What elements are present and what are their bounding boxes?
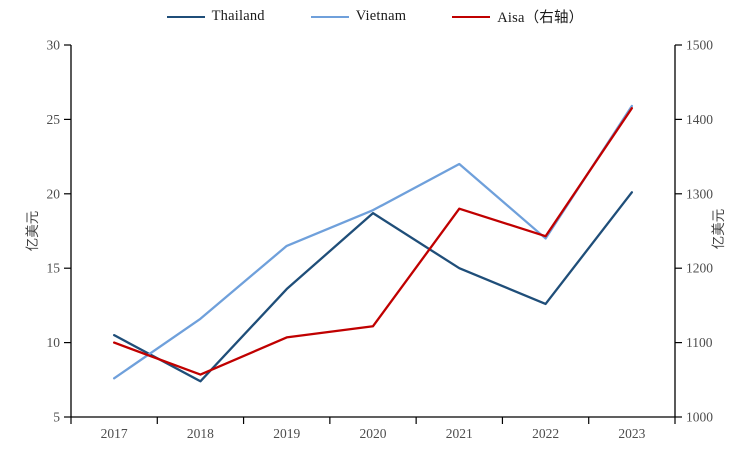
- x-axis-tick-label: 2021: [446, 426, 473, 441]
- left-axis-tick-label: 20: [47, 186, 61, 201]
- left-axis-tick-label: 10: [47, 335, 61, 350]
- legend-label-aisa: Aisa（右轴）: [497, 10, 584, 26]
- right-axis-tick-label: 1000: [686, 410, 713, 425]
- series-line-0: [112, 191, 634, 383]
- x-axis-tick-label: 2020: [360, 426, 387, 441]
- right-axis-tick-label: 1500: [686, 38, 713, 53]
- right-axis-tick-label: 1100: [686, 335, 713, 350]
- right-axis-tick-label: 1200: [686, 261, 713, 276]
- legend-label-thailand: Thailand: [211, 8, 265, 24]
- left-axis-tick-label: 5: [53, 410, 60, 425]
- legend-item-aisa: Aisa（右轴）: [452, 6, 583, 27]
- x-axis-tick-label: 2017: [101, 426, 128, 441]
- legend-label-vietnam: Vietnam: [355, 8, 407, 24]
- right-axis-tick-label: 1400: [686, 112, 713, 127]
- thailand-line-swatch: [166, 15, 205, 18]
- left-axis-tick-label: 25: [47, 112, 61, 127]
- aisa-line-swatch: [452, 15, 491, 18]
- x-axis-tick-label: 2022: [532, 426, 559, 441]
- x-axis-tick-label: 2019: [273, 426, 300, 441]
- series-line-1: [112, 104, 634, 380]
- legend-item-vietnam: Vietnam: [310, 8, 407, 25]
- legend-item-thailand: Thailand: [166, 8, 265, 25]
- left-axis-tick-label: 30: [47, 38, 61, 53]
- vietnam-line-swatch: [310, 15, 349, 18]
- right-axis-tick-label: 1300: [686, 186, 713, 201]
- chart-legend: Thailand Vietnam Aisa（右轴）: [0, 6, 750, 27]
- series-line-2: [112, 107, 634, 376]
- x-axis-tick-label: 2018: [187, 426, 214, 441]
- left-axis-tick-label: 15: [47, 261, 61, 276]
- x-axis-tick-label: 2023: [618, 426, 645, 441]
